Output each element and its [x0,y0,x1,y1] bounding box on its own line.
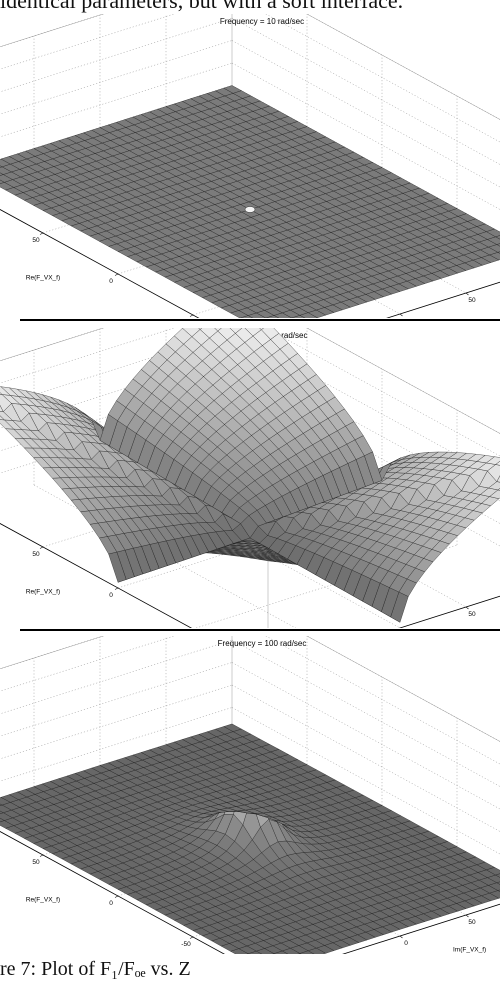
surface-plot-1: Frequency = 10 rad/sec100500-50-100-100-… [0,0,500,367]
surface-mesh [0,85,500,334]
y-axis-label: Im(F_VX_f) [453,946,486,953]
x-tick-label: 0 [109,900,113,907]
figure-caption: re 7: Plot of F₁/Fₒₑ vs. Z [0,958,191,980]
plot-panel-2: Frequency = 41.6 rad/sec100500-50-100-10… [0,286,500,681]
x-axis-label: Re(F_VX_f) [26,896,60,903]
y-tick-label: 50 [468,919,476,926]
x-tick-label: 0 [109,278,113,285]
x-tick-label: 50 [32,237,40,244]
surface-plot-2: Frequency = 41.6 rad/sec100500-50-100-10… [0,286,500,681]
plot-title: Frequency = 10 rad/sec [220,17,304,26]
y-tick-label: 0 [404,940,408,947]
text-top-line: identical parameters, but with a soft in… [0,0,500,30]
x-tick-label: 0 [109,592,113,599]
y-tick-label: 50 [468,611,476,618]
surface-plot-3: Frequency = 100 rad/sec100500-50-100-100… [0,594,500,989]
y-tick-label: 50 [468,297,476,304]
x-axis-label: Re(F_VX_f) [26,274,60,281]
x-tick-label: 50 [32,551,40,558]
surface-mesh [0,300,500,623]
plot-panel-1: Frequency = 10 rad/sec100500-50-100-100-… [0,0,500,367]
separator-1 [20,319,500,321]
surface-highlight-spot [244,206,256,213]
x-tick-label: -50 [181,941,191,948]
plot-panel-3: Frequency = 100 rad/sec100500-50-100-100… [0,594,500,989]
plot-title: Frequency = 100 rad/sec [218,639,307,648]
surface-mesh [0,723,500,973]
separator-2 [20,629,500,631]
top-text: identical parameters, but with a soft in… [0,0,404,13]
x-tick-label: 50 [32,859,40,866]
x-axis-label: Re(F_VX_f) [26,588,60,595]
